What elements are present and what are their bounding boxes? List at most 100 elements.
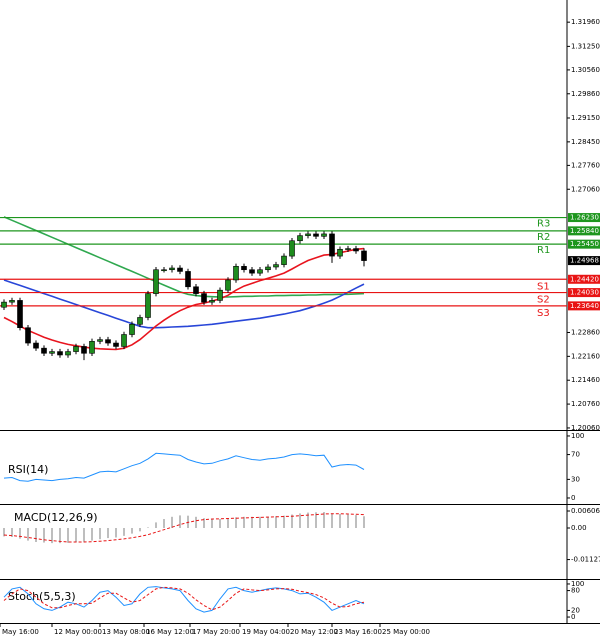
candle-body (329, 233, 335, 257)
indicator-line (3, 586, 365, 613)
y-tick-label: 1.30560 (571, 66, 600, 74)
candle-body (17, 300, 23, 329)
candle-body (273, 264, 279, 268)
y-tick-label: 1.20060 (571, 424, 600, 432)
candle-body (97, 339, 103, 342)
price-tag-label: 1.24030 (570, 289, 599, 297)
y-tick-label: 1.28450 (571, 138, 600, 146)
candle-body (177, 267, 183, 272)
candle-body (321, 233, 327, 237)
level-name: R1 (537, 245, 550, 256)
y-tick-label: 1.29150 (571, 114, 600, 122)
level-name: S2 (537, 295, 550, 306)
price-tag-label: 1.25840 (570, 227, 599, 235)
level-name: R3 (537, 219, 550, 230)
y-tick-label: 1.31960 (571, 18, 600, 26)
candle-body (361, 250, 367, 261)
candle-body (209, 300, 215, 303)
y-tick-label: 1.22160 (571, 352, 600, 360)
candle-body (217, 289, 223, 301)
candle-body (161, 269, 167, 272)
x-tick-label: 25 May 00:00 (382, 628, 430, 636)
y-tick-label: 80 (571, 587, 580, 595)
candle-body (193, 286, 199, 294)
candle-body (257, 269, 263, 274)
candle-body (65, 351, 71, 356)
x-tick-label: 17 May 20:00 (192, 628, 240, 636)
candle-body (225, 279, 231, 291)
y-tick-label: 0.00 (571, 524, 587, 532)
macd-signal (3, 513, 365, 543)
panel-title: RSI(14) (8, 463, 48, 476)
indicator-line (3, 586, 365, 611)
candle-body (25, 327, 31, 344)
y-tick-label: 1.27760 (571, 161, 600, 169)
level-name: R2 (537, 232, 550, 243)
price-tag-label: 1.23640 (570, 302, 599, 310)
y-tick-label: 100 (571, 432, 584, 440)
candle-body (153, 269, 159, 294)
x-tick-label: 16 May 12:00 (146, 628, 194, 636)
price-tag (568, 226, 600, 236)
candle-body (145, 293, 151, 318)
y-tick-label: 1.29860 (571, 90, 600, 98)
candle-body (9, 300, 15, 303)
candle-body (73, 346, 79, 352)
y-tick-label: 0.006069 (571, 507, 600, 515)
x-tick-label: 12 May 00:00 (54, 628, 102, 636)
candle-body (281, 255, 287, 265)
candle-body (81, 346, 87, 354)
level-name: S1 (537, 281, 550, 292)
indicator-line (3, 452, 365, 482)
y-tick-label: 70 (571, 451, 580, 459)
candle-body (129, 323, 135, 335)
panel-title: Stoch(5,5,3) (8, 590, 76, 603)
candle-body (265, 266, 271, 271)
candle-body (105, 339, 111, 344)
price-tag-label: 1.25450 (570, 240, 599, 248)
indicator-line (3, 247, 365, 351)
y-tick-label: 1.27060 (571, 185, 600, 193)
candle-body (113, 342, 119, 347)
y-tick-label: 1.21460 (571, 376, 600, 384)
panel-title: MACD(12,26,9) (14, 511, 98, 524)
y-tick-label: 20 (571, 606, 580, 614)
candle-body (121, 334, 127, 347)
y-tick-label: 1.22860 (571, 328, 600, 336)
candle-body (57, 351, 63, 356)
candle-body (169, 267, 175, 271)
candle-body (305, 233, 311, 236)
candle-body (233, 266, 239, 281)
y-tick-label: 0 (571, 613, 575, 621)
candle-body (337, 248, 343, 257)
candle-body (313, 233, 319, 237)
candle-body (1, 301, 7, 308)
y-tick-label: 1.31250 (571, 42, 600, 50)
price-tag (568, 213, 600, 223)
candle-body (33, 342, 39, 349)
candle-body (289, 240, 295, 257)
candle-body (41, 347, 47, 354)
y-tick-label: 1.20760 (571, 400, 600, 408)
level-name: S3 (537, 308, 550, 319)
y-tick-label: 30 (571, 475, 580, 483)
y-tick-label: 100 (571, 580, 584, 588)
current-price-tag (568, 256, 600, 266)
candle-body (297, 235, 303, 242)
y-tick-label: 0 (571, 494, 575, 502)
price-tag (568, 301, 600, 311)
x-tick-label: 19 May 04:00 (242, 628, 290, 636)
x-tick-label: 23 May 16:00 (334, 628, 382, 636)
candle-body (137, 317, 143, 325)
y-tick-label: -0.011272 (571, 556, 600, 564)
x-tick-label: May 16:00 (2, 628, 39, 636)
price-tag (568, 239, 600, 249)
candle-body (249, 269, 255, 274)
current-price-label: 1.24968 (570, 257, 599, 265)
candle-body (49, 351, 55, 354)
indicator-line (3, 279, 365, 329)
candle-body (353, 248, 359, 252)
